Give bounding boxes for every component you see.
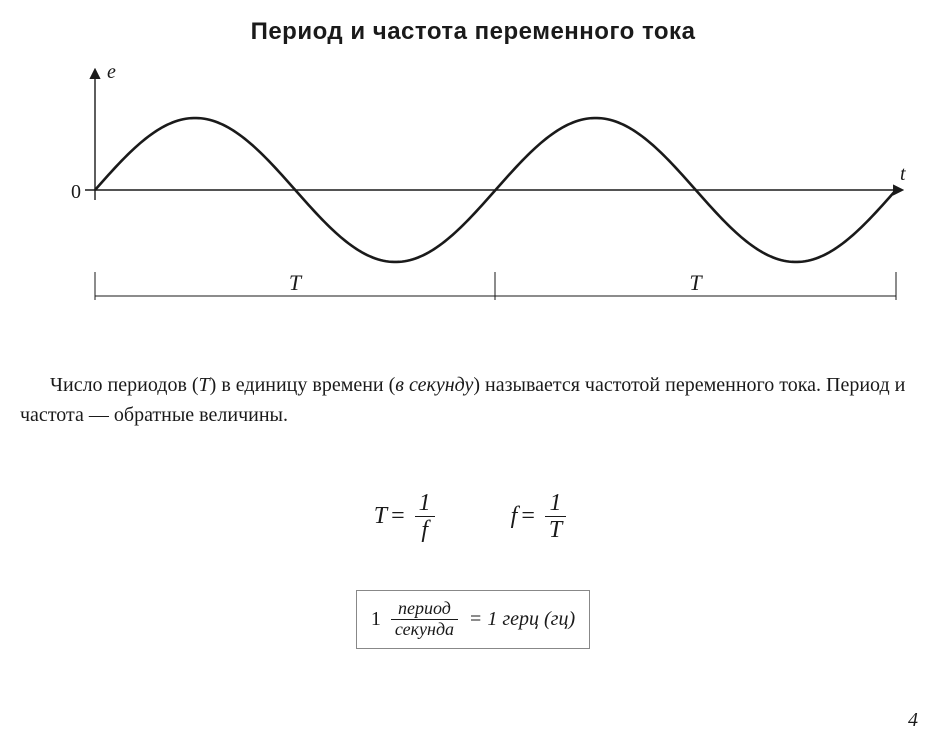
sine-chart-svg: e t 0 T T [30, 60, 916, 340]
formula-lhs: T [374, 503, 387, 530]
body-text: Число периодов (T) в единицу времени (в … [20, 370, 926, 430]
svg-text:0: 0 [71, 181, 81, 203]
equals: = [470, 608, 481, 631]
svg-text:e: e [107, 61, 116, 83]
sine-chart: e t 0 T T [30, 60, 916, 340]
formula-eq: = [391, 503, 405, 530]
fraction-numerator: период [391, 599, 458, 619]
unit-definition-box: 1 период секунда = 1 герц (гц) [0, 590, 946, 649]
body-text-fragment: T [199, 374, 210, 396]
fraction-denominator: секунда [391, 619, 458, 640]
fraction-numerator: 1 [545, 490, 566, 516]
fraction-denominator: f [415, 516, 435, 543]
unit-one: 1 [371, 608, 381, 631]
svg-text:t: t [900, 163, 906, 185]
body-text-fragment: в секунду [395, 374, 473, 396]
fraction: 1 f [415, 490, 435, 544]
formula-period: T = 1 f [374, 490, 441, 544]
fraction-denominator: T [545, 516, 566, 543]
unit-definition: 1 период секунда = 1 герц (гц) [356, 590, 590, 649]
formula-lhs: f [511, 503, 518, 530]
fraction-numerator: 1 [415, 490, 435, 516]
page-title: Период и частота переменного тока [0, 18, 946, 46]
unit-rhs: 1 герц (гц) [487, 608, 575, 631]
formula-eq: = [521, 503, 535, 530]
body-text-fragment: ) в единицу времени ( [210, 374, 396, 396]
fraction: период секунда [391, 599, 458, 640]
page: { "title": { "text": "Период и частота п… [0, 0, 946, 748]
page-number: 4 [908, 709, 918, 732]
svg-text:T: T [289, 270, 303, 295]
formula-frequency: f = 1 T [511, 490, 573, 544]
formulas-row: T = 1 f f = 1 T [0, 490, 946, 544]
fraction: 1 T [545, 490, 566, 544]
svg-text:T: T [689, 270, 703, 295]
body-text-fragment: Число периодов ( [50, 374, 199, 396]
